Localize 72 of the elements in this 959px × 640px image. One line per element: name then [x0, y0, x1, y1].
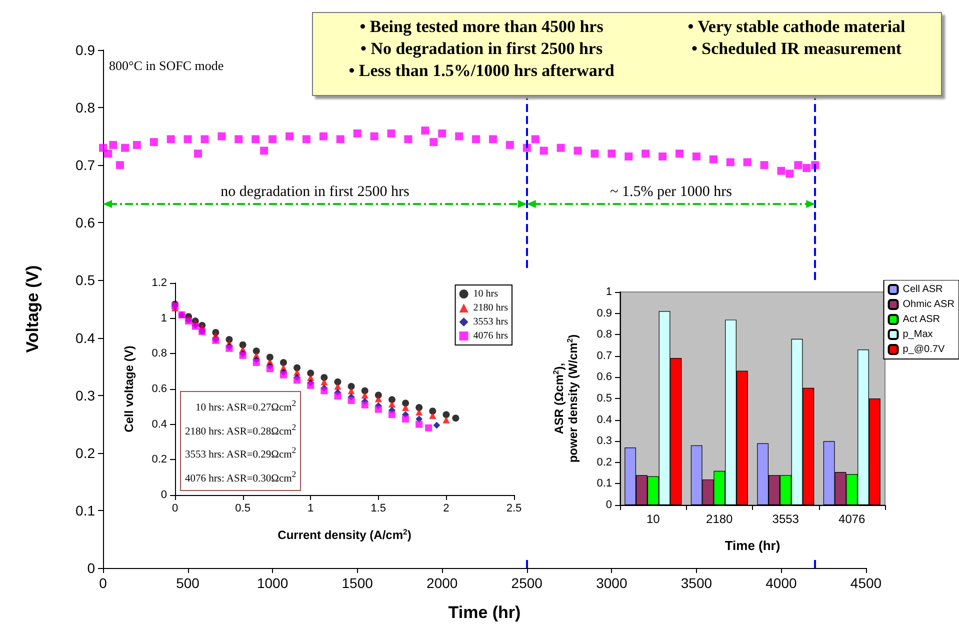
- x-tick-label: 1000: [256, 575, 288, 591]
- legend-label: 2180 hrs: [473, 302, 508, 314]
- y-tick-label: 0: [160, 489, 167, 501]
- y-tick-label: 0.2: [76, 444, 96, 461]
- legend-label: 4076 hrs: [473, 330, 508, 342]
- x-tick-label: 4076: [838, 512, 866, 526]
- text: • Being tested more than 4500 hrs: [358, 16, 604, 38]
- y-axis-title: Cell voltage (V): [122, 346, 136, 432]
- y-tick-label: 0.3: [596, 435, 612, 448]
- x-tick-label: 2.5: [506, 502, 522, 514]
- x-tick-label: 3553: [772, 512, 800, 526]
- x-tick-label: 10: [646, 512, 660, 526]
- annotation: 800°C in SOFC mode: [109, 58, 224, 74]
- y-tick-label: 1.2: [152, 277, 167, 289]
- text: • Very stable cathode material: [688, 16, 906, 38]
- annotation: 4076 hrs: ASR=0.30Ωcm$^{2}$: [185, 468, 296, 486]
- x-tick-label: 3000: [596, 575, 628, 591]
- annotation: ~ 1.5% per 1000 hrs: [610, 184, 732, 200]
- x-tick-label: 1500: [342, 575, 374, 591]
- legend-label: Act ASR: [902, 314, 940, 325]
- annotation: 3553 hrs: ASR=0.29Ωcm$^{2}$: [185, 444, 296, 462]
- y-tick-label: 0.1: [596, 478, 612, 490]
- x-tick-label: 4000: [766, 575, 798, 591]
- x-tick-label: 0: [172, 502, 178, 514]
- x-tick-label: 2500: [511, 575, 543, 591]
- x-axis-title: Time (hr): [724, 538, 780, 553]
- annotation: 10 hrs: ASR=0.27Ωcm$^{2}$: [194, 397, 296, 416]
- legend-label: Cell ASR: [902, 284, 943, 295]
- y-tick-label: 0.4: [76, 330, 96, 346]
- y-tick-label: 0.2: [152, 454, 167, 466]
- y-tick-label: 0.8: [76, 100, 96, 116]
- y-tick-label: 0.6: [596, 371, 612, 384]
- y-tick-label: 0.9: [76, 42, 96, 58]
- x-tick-label: 1.5: [370, 502, 386, 514]
- x-tick-label: 3500: [680, 575, 712, 591]
- x-tick-label: 500: [176, 575, 200, 591]
- y-tick-label: 0.5: [76, 272, 96, 288]
- y-tick-label: 0.6: [152, 383, 167, 395]
- y-tick-label: 0.6: [76, 214, 96, 231]
- legend-label: 3553 hrs: [473, 316, 508, 328]
- annotation: no degradation in first 2500 hrs: [220, 184, 410, 200]
- y-tick-label: 0.3: [76, 387, 96, 404]
- x-tick-label: 1: [308, 502, 314, 514]
- annotation: • Scheduled IR measurement: [690, 38, 903, 60]
- legend-label: 10 hrs: [473, 288, 498, 300]
- y-tick-label: 0.4: [596, 414, 612, 426]
- y-tick-label: 0.4: [152, 418, 167, 430]
- x-tick-label: 2000: [426, 575, 458, 591]
- y-axis-title: Voltage (V): [23, 265, 42, 353]
- y-tick-label: 0.8: [152, 348, 167, 360]
- y-tick-label: 0.9: [596, 307, 612, 320]
- x-axis-title: Time (hr): [448, 603, 521, 622]
- y-tick-label: 0.8: [596, 328, 612, 341]
- y-tick-label: 1: [160, 312, 167, 324]
- y-tick-label: 0.7: [596, 350, 612, 362]
- y-tick-label: 1: [606, 286, 612, 298]
- legend-label: p_Max: [902, 329, 933, 340]
- y-tick-label: 0.2: [596, 456, 612, 468]
- x-tick-label: 4500: [850, 575, 882, 591]
- y-tick-label: 0: [87, 560, 96, 576]
- x-tick-label: 0: [99, 575, 108, 591]
- y-tick-label: 0.7: [76, 157, 96, 174]
- x-tick-label: 0.5: [235, 502, 250, 514]
- legend-label: Ohmic ASR: [902, 299, 954, 310]
- legend-label: p_@0.7V: [902, 344, 945, 355]
- annotation: • Less than 1.5%/1000 hrs afterward: [348, 60, 614, 82]
- annotation: • No degradation in first 2500 hrs: [360, 38, 604, 60]
- y-tick-label: 0.1: [76, 502, 96, 518]
- x-tick-label: 2: [443, 502, 450, 514]
- y-tick-label: 0.5: [596, 392, 612, 404]
- annotation: 2180 hrs: ASR=0.28Ωcm$^{2}$: [185, 420, 296, 439]
- x-tick-label: 2180: [706, 512, 734, 526]
